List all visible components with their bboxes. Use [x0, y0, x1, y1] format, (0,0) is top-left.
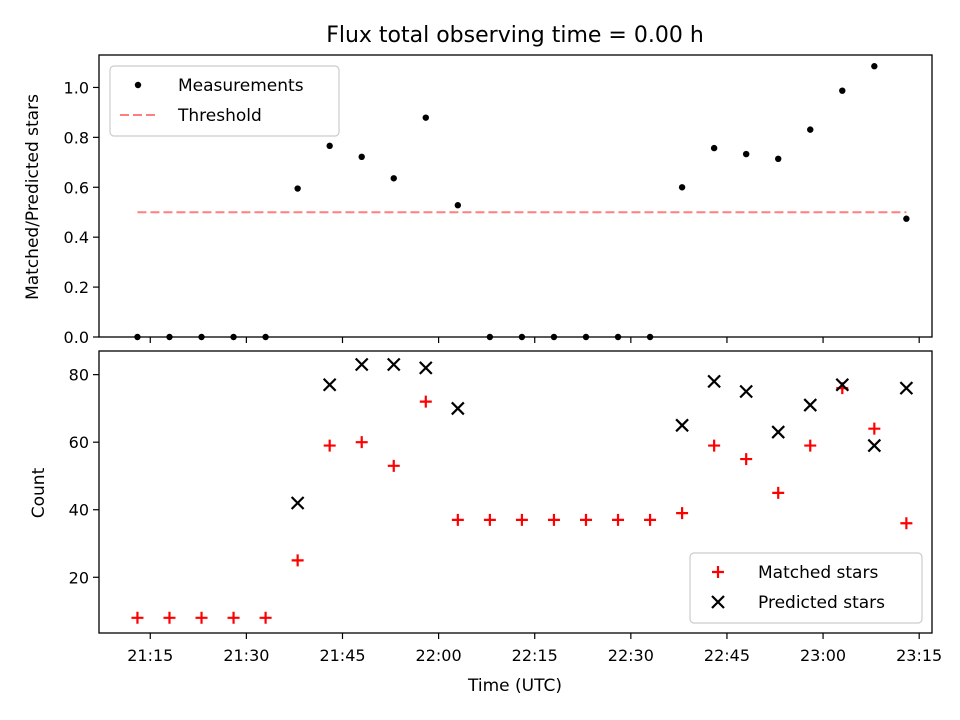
predicted-star-marker: [386, 357, 401, 372]
measurement-point: [454, 202, 462, 209]
matched-star-marker: [900, 517, 913, 530]
predicted-star-marker: [290, 496, 305, 510]
matched-star-marker: [772, 486, 785, 499]
predicted-star-marker: [419, 361, 433, 375]
legend-matched-swatch: [712, 566, 724, 578]
bottom-x-tick-label: 22:15: [512, 646, 558, 665]
matched-star-marker: [547, 513, 560, 526]
bottom-y-tick-label: 20: [69, 568, 89, 587]
measurement-point: [326, 142, 333, 150]
predicted-star-marker: [867, 438, 882, 453]
bottom-y-axis-label: Count: [29, 467, 49, 518]
matched-star-marker: [740, 453, 753, 466]
top-plot-area: 0.0 0.2 0.4 0.6 0.8 1.0 Measurements Threshold: [64, 54, 933, 347]
top-y-tick-label: 0.6: [64, 178, 89, 197]
top-y-tick-label: 0.4: [64, 228, 89, 247]
top-y-tick-label: 0.0: [64, 328, 89, 347]
predicted-star-marker: [835, 377, 850, 392]
matched-star-marker: [579, 513, 592, 526]
matched-star-marker: [708, 439, 721, 452]
measurement-point: [422, 114, 429, 121]
bottom-legend-box: [689, 552, 923, 624]
matched-star-marker: [355, 436, 368, 449]
bottom-x-tick-label: 22:00: [416, 646, 462, 665]
top-y-tick-label: 0.2: [64, 278, 89, 297]
top-axes-frame: [98, 54, 933, 338]
top-y-tick-label: 1.0: [64, 78, 89, 97]
matched-star-marker: [419, 395, 432, 408]
bottom-y-tick-label: 60: [69, 433, 89, 452]
legend-entry-label: Measurements: [178, 76, 304, 96]
legend-entry-label: Threshold: [177, 106, 262, 126]
predicted-star-marker: [354, 357, 369, 372]
matched-star-marker: [676, 507, 689, 520]
predicted-star-marker: [451, 401, 465, 416]
matched-star-marker: [163, 611, 176, 624]
matched-star-marker: [612, 513, 625, 526]
measurement-point: [710, 144, 718, 152]
measurement-point: [742, 150, 750, 158]
legend-entry-label: Predicted stars: [758, 593, 885, 613]
x-axis-label: Time (UTC): [467, 676, 562, 696]
matched-star-marker: [323, 439, 336, 452]
legend-predicted-swatch: [711, 595, 725, 609]
predicted-star-marker: [803, 398, 818, 412]
measurement-point: [775, 155, 782, 163]
measurement-point: [839, 87, 846, 94]
matched-star-marker: [515, 513, 528, 526]
legend-entry-label: Matched stars: [758, 563, 878, 583]
bottom-x-tick-label: 22:45: [704, 646, 750, 665]
top-legend: Measurements Threshold: [109, 65, 340, 137]
bottom-x-tick-label: 21:45: [319, 646, 365, 665]
matched-star-marker: [227, 611, 240, 624]
matched-star-marker: [259, 611, 272, 624]
measurement-point: [807, 126, 814, 133]
predicted-star-marker: [707, 374, 721, 389]
top-y-tick-label: 0.8: [64, 128, 89, 147]
bottom-x-tick-label: 23:15: [896, 646, 942, 665]
bottom-axes-frame: [98, 350, 933, 634]
matched-star-marker: [804, 439, 817, 452]
matched-star-marker: [451, 513, 464, 526]
bottom-x-tick-label: 22:30: [608, 646, 654, 665]
bottom-y-tick-label: 40: [69, 501, 89, 520]
matched-star-marker: [131, 611, 144, 624]
matched-star-marker: [644, 513, 657, 526]
predicted-star-marker: [675, 418, 689, 433]
matched-star-marker: [868, 422, 881, 435]
measurement-point: [294, 185, 301, 192]
measurement-point: [871, 63, 878, 70]
predicted-star-marker: [739, 384, 753, 399]
measurement-point: [903, 215, 910, 222]
matched-star-marker: [291, 554, 304, 567]
legend-measurement-swatch: [134, 81, 142, 89]
bottom-plot-area: 20 40 60 80 21:15 21:30 21:45 22:00 22:15 22:30 22…: [69, 350, 942, 665]
top-chart-title: Flux total observing time = 0.00 h: [326, 23, 704, 48]
bottom-y-tick-label: 80: [69, 366, 89, 385]
matched-star-marker: [483, 513, 496, 526]
bottom-legend: Matched stars Predicted stars: [689, 552, 923, 624]
top-legend-box: [109, 65, 340, 137]
measurement-point: [390, 175, 397, 182]
predicted-star-marker: [899, 381, 914, 395]
measurement-point: [358, 153, 365, 161]
matched-star-marker: [387, 459, 400, 472]
bottom-x-tick-label: 21:30: [223, 646, 269, 665]
matched-star-marker: [195, 611, 208, 624]
top-y-axis-label: Matched/Predicted stars: [23, 94, 43, 300]
bottom-x-tick-label: 23:00: [800, 646, 846, 665]
bottom-x-tick-label: 21:15: [127, 646, 173, 665]
predicted-star-marker: [771, 425, 785, 439]
measurement-point: [678, 184, 686, 191]
predicted-star-marker: [322, 377, 337, 392]
